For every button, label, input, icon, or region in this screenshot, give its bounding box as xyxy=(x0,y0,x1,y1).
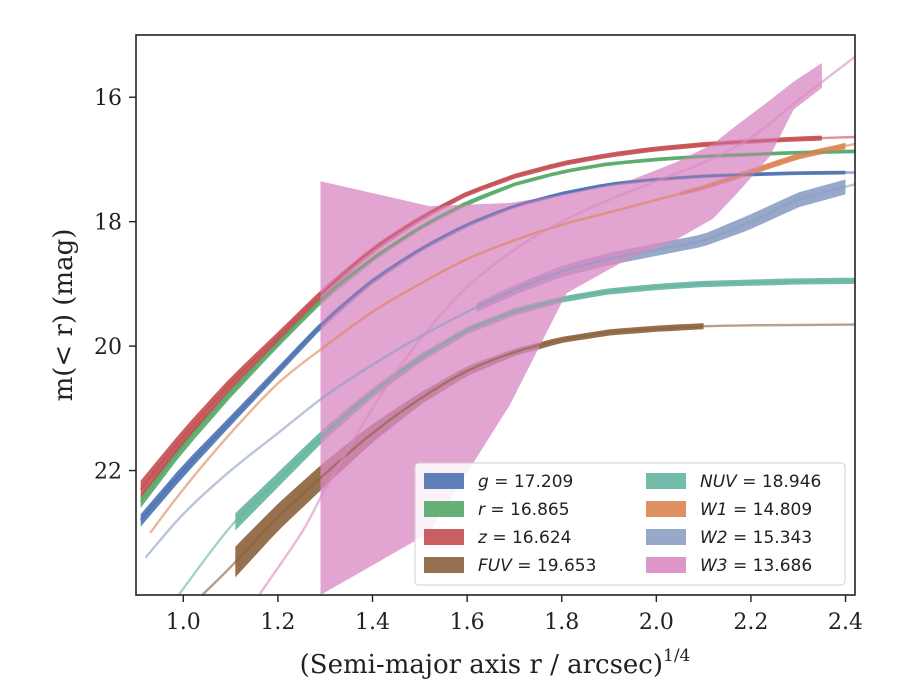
line-w2 xyxy=(144,183,855,559)
x-tick-label: 1.6 xyxy=(450,610,485,635)
x-tick-label: 1.4 xyxy=(355,610,390,635)
band-w3 xyxy=(320,63,822,595)
legend-swatch-r xyxy=(424,501,464,517)
legend-label-w3: W3 = 13.686 xyxy=(700,556,812,576)
legend-swatch-w3 xyxy=(646,557,686,573)
legend-swatch-w2 xyxy=(646,529,686,545)
y-tick-label: 22 xyxy=(94,460,122,485)
legend-swatch-w1 xyxy=(646,501,686,517)
x-tick-label: 1.0 xyxy=(166,610,201,635)
legend-swatch-g xyxy=(424,473,464,489)
legend: g = 17.209 r = 16.865 z = 16.624 FUV = 19.6… xyxy=(414,462,846,586)
line-z xyxy=(139,135,855,490)
legend-label-w1: W1 = 14.809 xyxy=(700,500,812,520)
legend-label-g: g = 17.209 xyxy=(478,472,573,492)
x-tick-label: 1.8 xyxy=(544,610,579,635)
y-axis-ticks: 16 18 20 22 xyxy=(94,86,136,485)
x-axis-ticks: 1.0 1.2 1.4 1.6 1.8 2.0 2.2 2.4 xyxy=(166,595,863,635)
plot-frame xyxy=(135,34,856,596)
line-w1 xyxy=(149,142,855,534)
x-tick-label: 2.4 xyxy=(828,610,863,635)
profile-lines xyxy=(139,55,855,595)
line-w3 xyxy=(258,55,855,595)
y-tick-label: 16 xyxy=(94,86,122,111)
line-nuv xyxy=(177,279,855,595)
line-r xyxy=(139,150,855,503)
legend-label-z: z = 16.624 xyxy=(477,528,571,548)
x-tick-label: 2.2 xyxy=(733,610,768,635)
x-tick-label: 2.0 xyxy=(639,610,674,635)
x-axis-label: (Semi-major axis r / arcsec)1/4 xyxy=(300,646,691,680)
legend-label-nuv: NUV = 18.946 xyxy=(700,472,821,492)
line-g xyxy=(139,171,855,522)
y-tick-label: 20 xyxy=(94,335,122,360)
legend-label-w2: W2 = 15.343 xyxy=(700,528,812,548)
legend-label-fuv: FUV = 19.653 xyxy=(478,556,596,576)
line-fuv xyxy=(201,323,855,595)
legend-label-r: r = 16.865 xyxy=(478,500,570,520)
y-axis-label: m(< r) (mag) xyxy=(49,229,79,402)
x-tick-label: 1.2 xyxy=(260,610,295,635)
legend-swatch-z xyxy=(424,529,464,545)
y-tick-label: 18 xyxy=(94,211,122,236)
legend-frame xyxy=(414,462,846,586)
legend-swatch-nuv xyxy=(646,473,686,489)
legend-swatch-fuv xyxy=(424,557,464,573)
